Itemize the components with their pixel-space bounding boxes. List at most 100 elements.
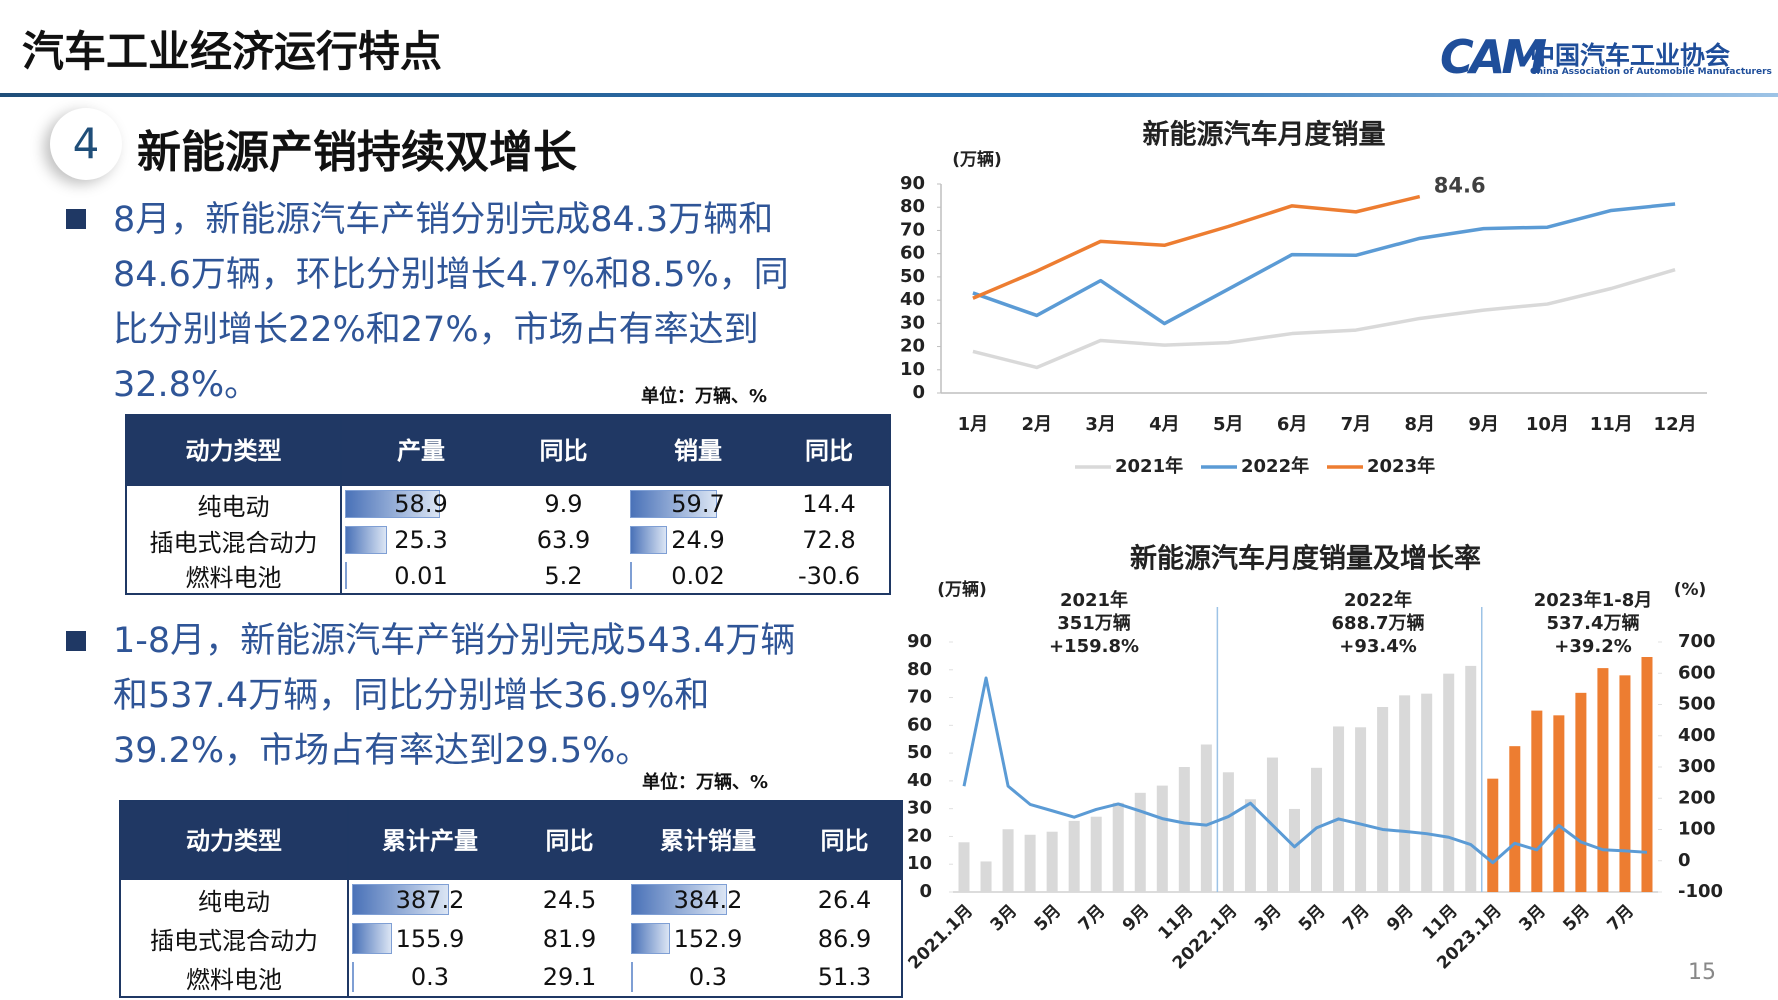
table-cell: 26.4	[788, 880, 902, 919]
y-tick-label: 50	[907, 742, 932, 763]
x-tick-label: 5月	[1031, 901, 1066, 936]
x-tick-label: 7月	[1341, 414, 1372, 435]
table-row: 插电式混合动力 25.3 63.9 24.9 72.8	[126, 522, 890, 558]
table-cell: 0.01	[341, 558, 500, 594]
y2-tick-label: 700	[1678, 631, 1716, 652]
cell-text: 72.8	[802, 526, 856, 554]
y-tick-label: 10	[900, 359, 925, 380]
bar	[1553, 715, 1565, 892]
annotation: 688.7万辆	[1332, 612, 1425, 634]
x-tick-label: 6月	[1277, 414, 1308, 435]
table-cell: 155.9	[348, 919, 511, 958]
cell-text: 63.9	[536, 526, 591, 554]
cell-text: 58.9	[394, 490, 448, 518]
bullet-marker	[66, 209, 86, 229]
x-tick-label: 3月	[1085, 414, 1116, 435]
y2-tick-label: 300	[1678, 756, 1716, 777]
annotation: 2021年	[1060, 589, 1128, 611]
bar	[1134, 792, 1146, 892]
bullet-text: 1-8月，新能源汽车产销分别完成543.4万辆和537.4万辆，同比分别增长36…	[113, 621, 796, 771]
x-tick-label: 3月	[1515, 901, 1550, 936]
data-bar	[630, 562, 633, 589]
cell-text: 燃料电池	[186, 965, 282, 994]
slide-title: 汽车工业经济运行特点	[22, 27, 443, 76]
data-bar	[345, 562, 348, 589]
y2-axis-unit: (%)	[1674, 580, 1707, 600]
y2-tick-label: 400	[1678, 725, 1716, 746]
y-axis-unit: (万辆)	[952, 149, 1002, 170]
y-tick-label: 0	[912, 382, 925, 403]
data-table: 动力类型 累计产量 同比 累计销量 同比 纯电动 387.2 24.5 384.2 26.4 插电式…	[119, 800, 903, 998]
table-cell: 72.8	[769, 522, 890, 558]
y-tick-label: 80	[900, 196, 925, 217]
section-badge	[50, 108, 122, 180]
x-tick-label: 5月	[1559, 901, 1594, 936]
table-cell: 81.9	[511, 919, 628, 958]
table-cell: 燃料电池	[126, 558, 342, 594]
table-cell: -30.6	[769, 558, 890, 594]
table-cell: 0.3	[348, 958, 511, 997]
bar	[1200, 744, 1212, 892]
x-tick-label: 7月	[1603, 901, 1638, 936]
column-header: 同比	[511, 801, 628, 880]
x-tick-label: 4月	[1149, 414, 1180, 435]
table-cell: 63.9	[500, 522, 627, 558]
cell-text: 155.9	[395, 924, 465, 953]
table-cell: 纯电动	[120, 880, 349, 919]
cell-text: 0.01	[394, 561, 448, 590]
cell-text: 5.2	[544, 561, 583, 590]
cell-text: 387.2	[395, 885, 465, 914]
column-header: 累计销量	[628, 801, 788, 880]
y-tick-label: 20	[900, 336, 925, 357]
legend-label: 2022年	[1241, 455, 1309, 477]
x-tick-label: 9月	[1119, 901, 1154, 936]
section-title: 新能源产销持续双增长	[137, 127, 577, 178]
x-tick-label: 1月	[958, 414, 989, 435]
y2-tick-label: 600	[1678, 662, 1716, 683]
bar	[1377, 707, 1389, 892]
table-cell: 0.3	[628, 958, 788, 997]
table-cell: 插电式混合动力	[120, 919, 349, 958]
section-number: 4	[72, 119, 100, 168]
table-cell: 86.9	[788, 919, 902, 958]
y-axis-unit: (万辆)	[937, 579, 987, 600]
table-cell: 24.9	[627, 522, 769, 558]
data-bar	[352, 923, 393, 954]
bar	[1355, 727, 1367, 892]
chart-title: 新能源汽车月度销量	[1143, 119, 1386, 151]
series-line	[962, 676, 1648, 865]
y-tick-label: 0	[919, 881, 932, 902]
data-bar	[345, 490, 440, 518]
bar	[958, 842, 970, 892]
y-tick-label: 70	[900, 219, 925, 240]
cell-text: 0.3	[410, 963, 450, 991]
table-row: 纯电动 58.9 9.9 59.7 14.4	[126, 486, 890, 522]
annotation: 2022年	[1344, 589, 1412, 611]
header-row: 动力类型 累计产量 同比 累计销量 同比	[120, 801, 902, 880]
bar	[1112, 802, 1124, 892]
y-tick-label: 40	[907, 770, 932, 791]
x-tick-label: 9月	[1468, 414, 1499, 435]
table-cell: 387.2	[348, 880, 511, 919]
column-header: 同比	[769, 415, 890, 486]
y-tick-label: 90	[900, 173, 925, 194]
x-tick-label: 9月	[1383, 901, 1418, 936]
bar	[1024, 834, 1036, 892]
y-tick-label: 30	[900, 312, 925, 333]
column-header: 销量	[627, 415, 769, 486]
table-row: 插电式混合动力 155.9 81.9 152.9 86.9	[120, 919, 902, 958]
cell-text: 纯电动	[197, 492, 270, 521]
x-tick-label: 5月	[1213, 414, 1244, 435]
bar	[1641, 657, 1653, 892]
y-tick-label: 90	[907, 631, 932, 652]
x-tick-label: 10月	[1526, 414, 1569, 435]
bar	[1333, 726, 1345, 892]
data-bar	[630, 490, 717, 518]
table-cell: 5.2	[500, 558, 627, 594]
bar	[1002, 829, 1014, 892]
x-tick-label: 3月	[1251, 901, 1286, 936]
table-cell: 25.3	[341, 522, 500, 558]
table-cell: 9.9	[500, 486, 627, 522]
table-row: 燃料电池 0.01 5.2 0.02 -30.6	[126, 558, 890, 594]
table-cell: 51.3	[788, 958, 902, 997]
